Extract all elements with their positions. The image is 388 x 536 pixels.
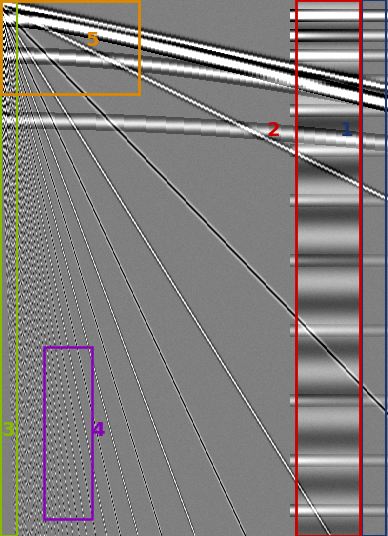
- Bar: [44, 347, 92, 519]
- Text: 4: 4: [91, 421, 105, 440]
- Bar: [296, 0, 360, 536]
- Text: 3: 3: [1, 421, 15, 440]
- Text: 5: 5: [85, 31, 99, 49]
- Bar: [1, 0, 17, 536]
- Bar: [1, 1, 139, 94]
- Text: 2: 2: [266, 121, 280, 139]
- Text: 1: 1: [340, 121, 354, 139]
- Bar: [362, 0, 386, 536]
